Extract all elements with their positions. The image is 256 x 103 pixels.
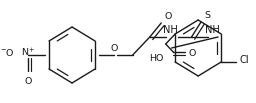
Text: O: O (165, 12, 172, 21)
Text: O: O (188, 49, 196, 57)
Text: HO: HO (150, 54, 164, 63)
Text: O: O (25, 77, 32, 86)
Text: $^{-}$O: $^{-}$O (0, 47, 15, 59)
Text: N$^{+}$: N$^{+}$ (22, 47, 35, 59)
Text: NH: NH (163, 25, 178, 35)
Text: S: S (205, 11, 211, 20)
Text: O: O (110, 44, 118, 53)
Text: NH: NH (205, 25, 220, 35)
Text: Cl: Cl (239, 55, 249, 65)
